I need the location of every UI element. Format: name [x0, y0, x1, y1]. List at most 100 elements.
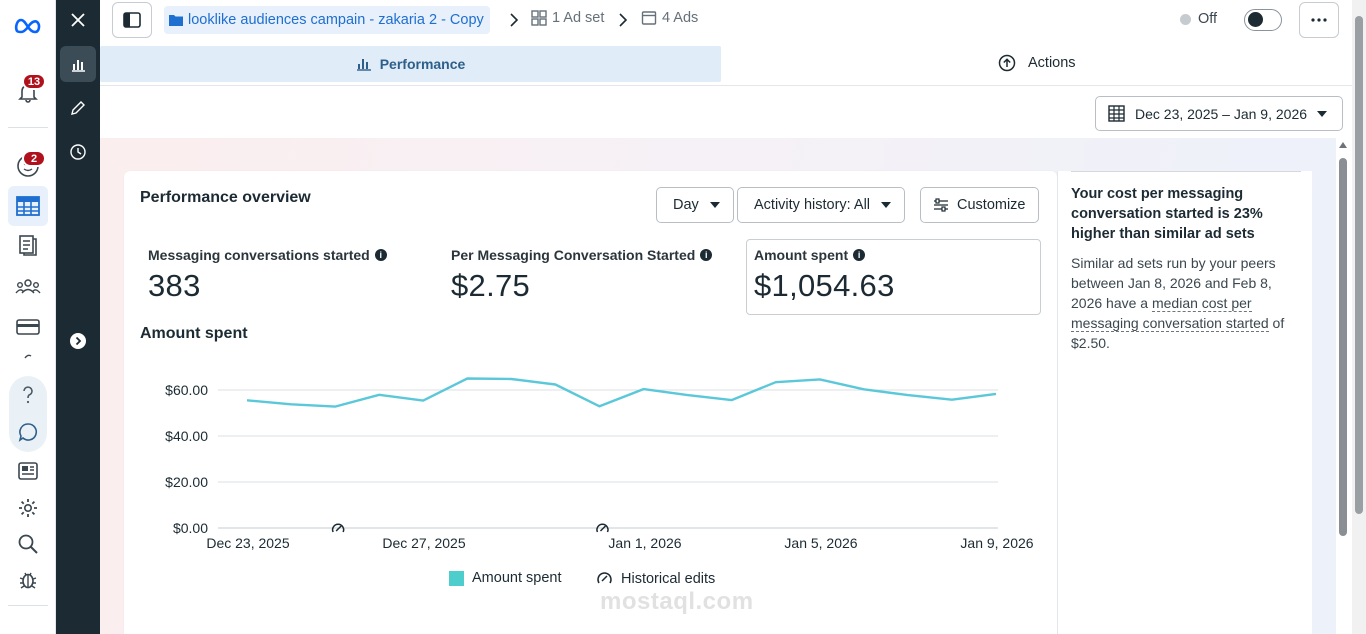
- y-tick-label: $40.00: [165, 428, 208, 444]
- scroll-thumb[interactable]: [1339, 158, 1347, 536]
- audiences-icon[interactable]: [14, 272, 42, 300]
- toggle-sidebar-button[interactable]: [112, 2, 152, 38]
- metric-amount-spent[interactable]: Amount spent i $1,054.63: [754, 247, 895, 304]
- insight-headline: Your cost per messaging conversation sta…: [1071, 186, 1263, 242]
- ellipsis-icon: [1311, 18, 1327, 22]
- tab-performance-label: Performance: [379, 56, 466, 72]
- performance-chart-icon[interactable]: [60, 46, 96, 82]
- settings-gear-icon[interactable]: [14, 494, 42, 522]
- on-off-toggle[interactable]: [1244, 9, 1282, 31]
- chart-title: Amount spent: [140, 325, 248, 342]
- median-cost-link[interactable]: median cost per messaging conversation s…: [1071, 295, 1269, 332]
- metric-cost-per-conversation[interactable]: Per Messaging Conversation Started i $2.7…: [451, 247, 713, 304]
- status-dot-icon: [1180, 13, 1191, 25]
- legend-amount-spent[interactable]: Amount spent: [449, 570, 561, 586]
- scroll-thumb[interactable]: [1355, 16, 1363, 514]
- insight-body-text: Similar ad sets run by your peers betwee…: [1071, 255, 1276, 311]
- info-icon[interactable]: i: [374, 249, 387, 261]
- folder-icon: [169, 15, 183, 26]
- breadcrumb-adset[interactable]: 1 Ad set: [531, 10, 604, 26]
- breadcrumb-ads[interactable]: 4 Ads: [641, 10, 698, 26]
- granularity-dropdown[interactable]: Day: [656, 187, 734, 223]
- y-tick-label: $0.00: [173, 520, 208, 536]
- campaign-name: looklike audiences campain - zakaria 2 -…: [188, 12, 484, 28]
- caret-down-icon: [1317, 111, 1327, 117]
- account-badge: 2: [22, 150, 46, 167]
- metric-messaging-conversations[interactable]: Messaging conversations started i 383: [148, 247, 387, 304]
- customize-button[interactable]: Customize: [920, 187, 1039, 223]
- upload-circle-icon: [998, 54, 1016, 72]
- x-tick-label: Jan 1, 2026: [608, 535, 681, 551]
- metric-label: Messaging conversations started: [148, 247, 370, 263]
- tab-performance[interactable]: Performance: [100, 46, 721, 82]
- breadcrumb-campaign[interactable]: looklike audiences campain - zakaria 2 -…: [164, 6, 490, 34]
- legend-series-label: Amount spent: [472, 570, 562, 586]
- historical-edit-marker-icon: [331, 523, 345, 533]
- info-icon[interactable]: i: [853, 249, 866, 261]
- scroll-up-arrow-icon[interactable]: [1339, 142, 1347, 148]
- bar-chart-icon: [356, 59, 371, 71]
- adset-crumb-label: 1 Ad set: [552, 10, 605, 26]
- x-tick-label: Dec 23, 2025: [206, 535, 289, 551]
- series-line-amount-spent: [246, 377, 997, 408]
- x-tick-label: Jan 5, 2026: [784, 535, 857, 551]
- activity-history-dropdown[interactable]: Activity history: All: [737, 187, 906, 223]
- chevron-right-icon: [619, 13, 628, 27]
- activity-history-label: Activity history: All: [754, 197, 871, 213]
- date-range-picker[interactable]: Dec 23, 2025 – Jan 9, 2026: [1095, 96, 1343, 131]
- more-tools-icon[interactable]: [14, 348, 42, 360]
- meta-logo-icon[interactable]: [14, 12, 42, 40]
- rail-divider-bottom: [8, 605, 48, 606]
- campaigns-table-icon[interactable]: [14, 192, 42, 220]
- info-icon[interactable]: i: [700, 249, 713, 261]
- reports-pages-icon[interactable]: [14, 231, 42, 259]
- metric-value: 383: [148, 268, 201, 303]
- amount-spent-line-chart: $0.00 $20.00 $40.00 $60.00 Dec 23, 2025 Dec 2…: [165, 377, 1034, 551]
- insight-body-suffix: of $2.50.: [1071, 315, 1285, 351]
- x-tick-label: Jan 9, 2026: [960, 535, 1033, 551]
- news-feed-icon[interactable]: [14, 457, 42, 485]
- y-tick-label: $60.00: [165, 382, 208, 398]
- performance-overview-card: Performance overview Day Activity histor…: [124, 171, 1057, 634]
- granularity-label: Day: [673, 197, 699, 213]
- legend-historical-edits[interactable]: Historical edits: [596, 570, 715, 587]
- notifications-badge: 13: [22, 73, 46, 90]
- edit-pencil-icon[interactable]: [60, 90, 96, 126]
- selected-metric-box: [746, 239, 1041, 315]
- billing-card-icon[interactable]: [14, 313, 42, 341]
- caret-down-icon: [881, 202, 892, 208]
- search-icon[interactable]: [14, 530, 42, 558]
- legend-swatch: [449, 570, 464, 586]
- insight-body: Similar ad sets run by your peers betwee…: [1071, 253, 1303, 353]
- bug-report-icon[interactable]: [14, 566, 42, 594]
- ad-frame-icon: [641, 11, 657, 25]
- performance-content: Performance overview Day Activity histor…: [100, 138, 1336, 634]
- history-clock-icon[interactable]: [60, 134, 96, 170]
- calendar-table-icon: [1108, 105, 1125, 122]
- tab-actions[interactable]: Actions: [998, 54, 1076, 72]
- sliders-icon: [934, 198, 948, 212]
- tab-actions-label: Actions: [1028, 55, 1076, 71]
- more-options-button[interactable]: [1299, 2, 1339, 38]
- chevron-right-icon: [510, 13, 519, 27]
- sidebar-panel-icon: [123, 12, 141, 28]
- historical-edit-marker-icon: [596, 523, 609, 533]
- page-scrollbar[interactable]: [1352, 0, 1366, 634]
- chat-bubble-icon[interactable]: [14, 418, 42, 446]
- date-range-label: Dec 23, 2025 – Jan 9, 2026: [1135, 105, 1308, 122]
- customize-label: Customize: [957, 197, 1026, 213]
- toggle-knob: [1248, 12, 1263, 27]
- help-question-icon[interactable]: [14, 381, 42, 409]
- metric-value: $1,054.63: [754, 268, 895, 303]
- caret-down-icon: [709, 202, 720, 208]
- content-scrollbar[interactable]: [1336, 138, 1352, 634]
- status-label: Off: [1198, 11, 1218, 27]
- metric-label: Per Messaging Conversation Started: [451, 247, 696, 263]
- delivery-status: Off: [1180, 11, 1217, 27]
- y-tick-label: $20.00: [165, 474, 208, 490]
- x-tick-label: Dec 27, 2025: [382, 535, 465, 551]
- watermark: mostaql.com: [600, 588, 754, 615]
- expand-chevron-icon[interactable]: [60, 323, 96, 359]
- close-icon[interactable]: [60, 2, 96, 38]
- metric-value: $2.75: [451, 268, 531, 303]
